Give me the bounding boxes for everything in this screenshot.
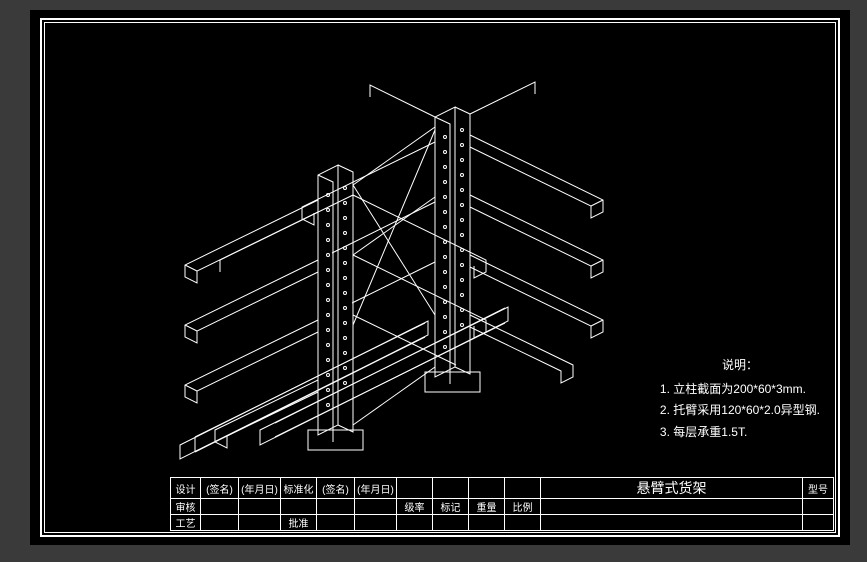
cell-sign2: (签名)	[317, 478, 355, 498]
cell-r3	[281, 499, 317, 514]
cell-e1	[397, 478, 433, 498]
cell-p2	[239, 515, 281, 530]
cell-p7	[433, 515, 469, 530]
cell-date1: (年月日)	[239, 478, 281, 498]
cell-e4	[505, 478, 541, 498]
cell-p4	[317, 515, 355, 530]
notes-block: 说明： 1. 立柱截面为200*60*3mm. 2. 托臂采用120*60*2.…	[660, 355, 820, 443]
note-line-3: 3. 每层承重1.5T.	[660, 422, 820, 444]
cell-approve: 批准	[281, 515, 317, 530]
cell-p10	[541, 515, 803, 530]
cell-p1	[201, 515, 239, 530]
cell-r1	[201, 499, 239, 514]
cell-date2: (年月日)	[355, 478, 397, 498]
cell-e2	[433, 478, 469, 498]
title-block: 设计 (签名) (年月日) 标准化 (签名) (年月日) 悬臂式货架 型号 审核…	[170, 477, 834, 531]
note-line-2: 2. 托臂采用120*60*2.0异型钢.	[660, 400, 820, 422]
main-title: 悬臂式货架	[541, 478, 803, 498]
cell-weight: 重量	[469, 499, 505, 514]
cell-sign1: (签名)	[201, 478, 239, 498]
tb-row-2: 工艺 批准	[171, 515, 833, 530]
cell-p11	[803, 515, 833, 530]
rack-wireframe	[70, 35, 630, 465]
cell-e3	[469, 478, 505, 498]
notes-title: 说明：	[660, 355, 820, 377]
cell-std: 标准化	[281, 478, 317, 498]
cell-p8	[469, 515, 505, 530]
cell-model: 型号	[803, 478, 833, 498]
cell-process: 工艺	[171, 515, 201, 530]
cell-model-ext	[803, 499, 833, 514]
cad-canvas: 说明： 1. 立柱截面为200*60*3mm. 2. 托臂采用120*60*2.…	[30, 10, 850, 545]
main-title-ext	[541, 499, 803, 514]
cell-r2	[239, 499, 281, 514]
cell-design: 设计	[171, 478, 201, 498]
cell-scale: 比例	[505, 499, 541, 514]
tb-row-0: 设计 (签名) (年月日) 标准化 (签名) (年月日) 悬臂式货架 型号	[171, 478, 833, 499]
cell-r4	[317, 499, 355, 514]
tb-row-1: 审核 级率 标记 重量 比例	[171, 499, 833, 515]
cell-rate: 级率	[397, 499, 433, 514]
cell-review: 审核	[171, 499, 201, 514]
note-line-1: 1. 立柱截面为200*60*3mm.	[660, 379, 820, 401]
cell-p6	[397, 515, 433, 530]
cell-mark: 标记	[433, 499, 469, 514]
cell-p5	[355, 515, 397, 530]
isometric-drawing	[70, 35, 630, 465]
cell-p9	[505, 515, 541, 530]
cell-r5	[355, 499, 397, 514]
